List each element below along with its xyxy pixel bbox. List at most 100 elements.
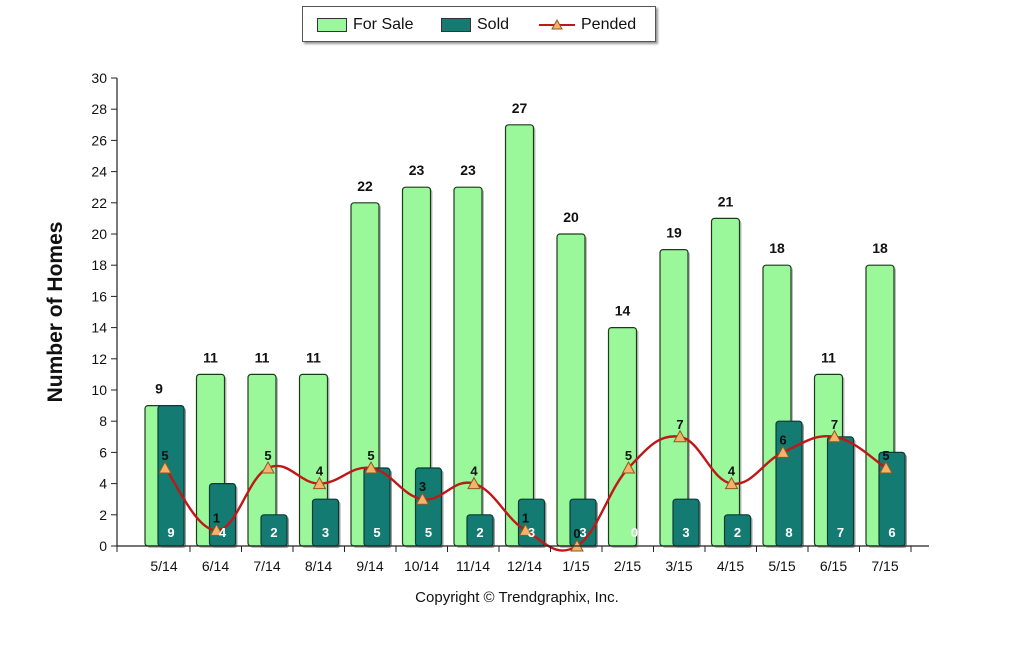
for-sale-data-label: 22 [357, 178, 373, 194]
x-tick-label: 1/15 [562, 558, 589, 574]
for-sale-data-label: 14 [615, 303, 631, 319]
sold-data-label: 2 [734, 525, 741, 540]
pended-data-label: 5 [367, 448, 374, 463]
pended-marker [158, 460, 172, 474]
y-tick-label: 18 [91, 257, 107, 273]
pended-data-label: 3 [419, 479, 426, 494]
sold-data-label: 3 [322, 525, 329, 540]
x-tick-label: 6/14 [202, 558, 229, 574]
legend-label-for-sale: For Sale [353, 16, 414, 33]
pended-marker [827, 429, 842, 443]
pended-data-label: 7 [831, 417, 838, 432]
for-sale-data-label: 18 [769, 240, 785, 256]
y-tick-label: 8 [99, 413, 107, 429]
legend-label-pended: Pended [581, 16, 637, 33]
x-tick-label: 5/14 [150, 558, 177, 574]
pended-marker [724, 476, 739, 490]
for-sale-data-label: 23 [409, 162, 425, 178]
for-sale-data-label: 27 [512, 100, 528, 116]
sold-data-label: 5 [373, 525, 380, 540]
pended-data-label: 4 [728, 464, 736, 479]
sold-data-label: 4 [219, 525, 227, 540]
for-sale-data-label: 20 [563, 209, 579, 225]
pended-marker [209, 523, 224, 536]
for-sale-data-label: 11 [821, 349, 836, 365]
y-axis-title: Number of Homes [44, 222, 67, 403]
y-tick-label: 24 [91, 164, 107, 180]
x-tick-label: 6/15 [820, 558, 847, 574]
pended-data-label: 5 [161, 448, 168, 463]
pended-marker [621, 460, 636, 474]
legend-swatch-for-sale [317, 18, 347, 32]
copyright-footer: Copyright © Trendgraphix, Inc. [415, 589, 619, 606]
y-tick-label: 16 [91, 288, 107, 304]
x-tick-label: 11/14 [456, 558, 490, 574]
legend-item-sold: Sold [441, 16, 509, 34]
for-sale-data-label: 11 [306, 349, 321, 365]
x-tick-label: 5/15 [768, 558, 795, 574]
pended-data-label: 7 [676, 417, 683, 432]
sold-data-label: 2 [270, 525, 277, 540]
sold-data-label: 3 [528, 525, 535, 540]
x-tick-label: 2/15 [614, 558, 641, 574]
for-sale-data-label: 18 [872, 240, 888, 256]
for-sale-data-label: 23 [460, 162, 476, 178]
pended-data-label: 4 [470, 464, 478, 479]
legend-swatch-pended [539, 18, 575, 30]
sold-data-label: 8 [785, 525, 792, 540]
x-tick-label: 12/14 [507, 558, 542, 574]
sold-data-label: 2 [476, 525, 483, 540]
sold-data-label: 0 [631, 525, 638, 540]
line-layer [158, 429, 893, 552]
y-tick-label: 2 [99, 507, 107, 523]
pended-data-label: 5 [882, 448, 889, 463]
y-tick-label: 28 [91, 101, 107, 117]
legend: For Sale Sold Pended [302, 6, 656, 42]
sold-data-label: 3 [579, 525, 586, 540]
pended-data-label: 1 [213, 510, 220, 525]
y-tick-label: 22 [91, 195, 107, 211]
pended-marker [467, 476, 481, 490]
legend-swatch-sold [441, 18, 471, 32]
pended-data-label: 6 [779, 432, 786, 447]
for-sale-bar [710, 217, 741, 547]
for-sale-data-label: 21 [718, 193, 734, 209]
x-tick-label: 4/15 [717, 558, 744, 574]
sold-data-label: 3 [682, 525, 689, 540]
for-sale-bar [607, 327, 638, 547]
y-tick-label: 14 [91, 320, 107, 336]
pended-marker [518, 523, 533, 536]
pended-marker [415, 492, 430, 505]
x-tick-label: 9/14 [356, 558, 383, 574]
pended-data-label: 1 [522, 510, 529, 525]
sold-data-label: 6 [888, 525, 895, 540]
pended-marker [312, 476, 327, 490]
pended-marker [673, 429, 687, 443]
pended-data-label: 4 [316, 464, 324, 479]
x-tick-label: 10/14 [404, 558, 439, 574]
for-sale-data-label: 11 [203, 349, 218, 365]
y-tick-label: 30 [91, 70, 107, 86]
y-tick-label: 12 [91, 351, 107, 367]
legend-label-sold: Sold [477, 16, 510, 33]
pended-marker [261, 460, 275, 474]
sold-data-label: 9 [167, 525, 174, 540]
y-tick-label: 26 [91, 132, 107, 148]
pended-marker [776, 445, 790, 458]
legend-item-pended: Pended [539, 16, 636, 34]
x-tick-label: 7/14 [253, 558, 280, 574]
for-sale-bar [504, 124, 535, 547]
x-tick-label: 8/14 [305, 558, 332, 574]
x-tick-label: 3/15 [665, 558, 692, 574]
y-tick-label: 10 [91, 382, 107, 398]
sold-data-label: 5 [425, 525, 432, 540]
pended-data-label: 5 [264, 448, 271, 463]
pended-data-label: 5 [625, 448, 632, 463]
x-tick-label: 7/15 [871, 558, 898, 574]
for-sale-data-label: 19 [666, 225, 682, 241]
pended-data-label: 0 [573, 526, 580, 541]
pended-marker [879, 460, 893, 474]
